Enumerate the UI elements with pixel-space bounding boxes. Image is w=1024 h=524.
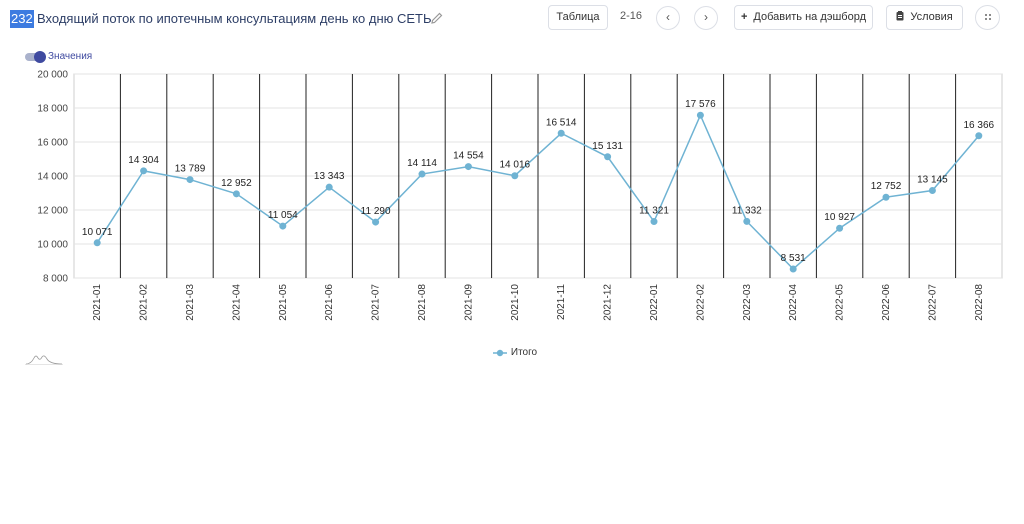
conditions-button[interactable]: Условия: [886, 5, 963, 30]
data-label: 10 927: [824, 212, 855, 223]
data-label: 15 131: [592, 141, 623, 152]
report-id: 232: [10, 10, 34, 28]
data-point: [743, 217, 751, 225]
values-toggle-label: Значения: [48, 51, 93, 62]
data-label: 10 071: [82, 227, 113, 238]
data-point: [975, 132, 983, 140]
data-point: [511, 172, 519, 180]
data-label: 11 332: [732, 205, 762, 216]
y-tick-label: 18 000: [37, 104, 68, 115]
x-tick-label: 2022-07: [927, 284, 938, 321]
line-chart: 8 000 10 000 12 000 14 000 16 000 18 000 20 00…: [37, 70, 1003, 321]
x-tick-label: 2021-03: [185, 284, 196, 321]
x-tick-label: 2022-06: [881, 284, 892, 321]
conditions-label: Условия: [910, 11, 953, 23]
sparkline-icon: [25, 355, 63, 365]
x-tick-label: 2021-04: [231, 284, 242, 321]
data-label: 12 952: [221, 178, 252, 189]
chart-header: 232 Входящий поток по ипотечным консульт…: [0, 0, 1024, 40]
data-label: 14 554: [453, 151, 484, 162]
data-label: 13 789: [175, 164, 206, 175]
data-point: [928, 187, 936, 195]
x-tick-label: 2021-09: [463, 284, 474, 321]
data-point: [696, 111, 704, 119]
y-tick-label: 14 000: [37, 172, 68, 183]
y-tick-label: 8 000: [43, 274, 68, 285]
data-label: 17 576: [685, 99, 716, 110]
data-point: [140, 167, 148, 175]
x-tick-label: 2021-11: [556, 284, 567, 320]
prev-page-button[interactable]: ‹: [656, 6, 680, 30]
y-tick-label: 10 000: [37, 240, 68, 251]
more-options-button[interactable]: [975, 5, 1000, 30]
series-line: [96, 113, 980, 271]
x-tick-label: 2022-05: [835, 284, 846, 321]
x-tick-label: 2021-08: [417, 284, 428, 321]
add-to-dashboard-button[interactable]: + Добавить на дэшборд: [734, 5, 873, 30]
data-label: 11 054: [268, 210, 298, 221]
toggle-knob: [34, 51, 46, 63]
chevron-right-icon: ›: [704, 10, 708, 24]
data-label: 11 290: [361, 206, 391, 217]
legend-item[interactable]: Итого: [492, 347, 538, 358]
x-tick-label: 2022-03: [742, 284, 753, 321]
y-tick-label: 12 000: [37, 206, 68, 217]
clipboard-icon: [896, 11, 904, 21]
chevron-left-icon: ‹: [666, 10, 670, 24]
x-tick-label: 2022-08: [974, 284, 985, 321]
x-tick-label: 2021-12: [603, 284, 614, 321]
data-label: 14 304: [128, 155, 159, 166]
page-range: 2-16: [620, 10, 643, 22]
x-tick-label: 2021-10: [510, 284, 521, 321]
data-label: 12 752: [871, 181, 902, 192]
x-tick-label: 2022-01: [649, 284, 660, 321]
add-to-dashboard-label: Добавить на дэшборд: [753, 11, 867, 23]
data-point: [418, 170, 426, 178]
data-point: [93, 239, 101, 247]
data-label: 16 514: [546, 117, 577, 128]
data-label: 14 114: [407, 158, 437, 169]
legend: Итого: [0, 347, 1024, 360]
data-label: 16 366: [964, 120, 995, 131]
x-tick-label: 2022-04: [788, 284, 799, 321]
x-tick-label: 2021-05: [278, 284, 289, 321]
data-label: 11 321: [639, 206, 669, 217]
report-title: Входящий поток по ипотечным консультация…: [37, 11, 432, 26]
data-label: 14 016: [500, 160, 531, 171]
data-point: [650, 218, 658, 226]
data-point: [882, 193, 890, 201]
data-point: [557, 129, 565, 137]
x-tick-label: 2021-06: [324, 284, 335, 321]
table-button[interactable]: Таблица: [548, 5, 608, 30]
drag-handle-icon: [984, 14, 991, 20]
data-label: 8 531: [781, 253, 806, 264]
data-point: [836, 224, 844, 232]
data-label: 13 343: [314, 171, 345, 182]
data-point: [232, 190, 240, 198]
legend-label: Итого: [510, 347, 538, 358]
next-page-button[interactable]: ›: [694, 6, 718, 30]
x-tick-label: 2021-02: [139, 284, 150, 321]
y-tick-label: 16 000: [37, 138, 68, 149]
data-point: [279, 222, 287, 230]
data-point: [186, 176, 194, 184]
data-point: [372, 218, 380, 226]
data-point: [604, 153, 612, 161]
plus-icon: +: [740, 11, 748, 23]
pencil-icon[interactable]: [431, 12, 443, 24]
y-tick-label: 20 000: [37, 70, 68, 81]
data-point: [464, 163, 472, 171]
x-tick-label: 2021-01: [92, 284, 103, 321]
x-tick-label: 2021-07: [371, 284, 382, 321]
x-tick-label: 2022-02: [695, 284, 706, 321]
legend-marker-icon: [492, 349, 507, 356]
data-label: 13 145: [917, 175, 948, 186]
data-point: [325, 183, 333, 191]
data-point: [789, 265, 797, 273]
